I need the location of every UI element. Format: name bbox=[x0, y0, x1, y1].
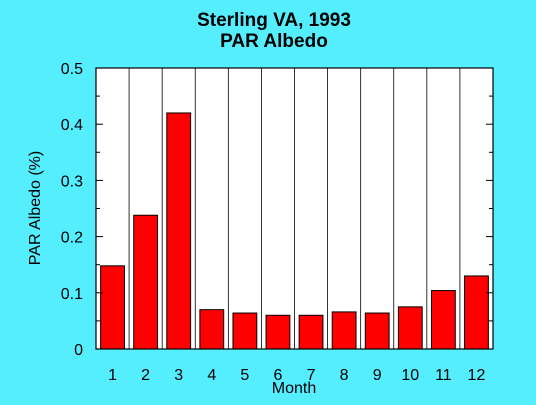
x-axis-label: Month bbox=[272, 380, 316, 397]
bar-month-8 bbox=[331, 311, 357, 350]
x-tick-label: 1 bbox=[108, 367, 117, 384]
bar-month-4 bbox=[199, 309, 225, 350]
x-tick-label: 7 bbox=[307, 367, 316, 384]
bar-month-11 bbox=[430, 290, 456, 350]
bar-month-2 bbox=[133, 214, 159, 350]
y-tick-label: 0.5 bbox=[61, 61, 83, 78]
grid-lines bbox=[128, 68, 461, 349]
chart-title: Sterling VA, 1993 bbox=[197, 10, 351, 31]
x-tick-label: 10 bbox=[401, 367, 419, 384]
bar-month-1 bbox=[100, 265, 125, 350]
y-axis-ticks: 0 0.1 0.2 0.3 0.4 0.5 bbox=[61, 61, 493, 359]
y-axis-label: PAR Albedo (%) bbox=[27, 151, 44, 265]
bar-month-12 bbox=[464, 275, 489, 350]
bar-month-5 bbox=[232, 312, 258, 350]
x-axis-ticks: 1 2 3 4 5 6 7 8 9 10 11 12 bbox=[108, 367, 485, 384]
x-tick-label: 4 bbox=[207, 367, 216, 384]
y-tick-label: 0.4 bbox=[61, 117, 83, 134]
bar-month-6 bbox=[265, 314, 291, 350]
x-tick-label: 8 bbox=[340, 367, 349, 384]
y-tick-label: 0.2 bbox=[61, 230, 83, 247]
bar-month-9 bbox=[364, 312, 390, 350]
x-tick-label: 5 bbox=[240, 367, 249, 384]
x-tick-label: 11 bbox=[435, 367, 452, 384]
bar-month-3 bbox=[166, 112, 192, 350]
x-tick-label: 3 bbox=[174, 367, 183, 384]
x-tick-label: 2 bbox=[141, 367, 150, 384]
y-tick-label: 0.3 bbox=[61, 173, 83, 190]
y-tick-label: 0.1 bbox=[61, 286, 83, 303]
y-tick-label: 0 bbox=[74, 342, 83, 359]
bar-month-7 bbox=[298, 314, 324, 350]
x-tick-label: 12 bbox=[468, 367, 486, 384]
chart-subtitle: PAR Albedo bbox=[220, 31, 328, 52]
bar-month-10 bbox=[397, 306, 423, 350]
x-tick-label: 6 bbox=[274, 367, 283, 384]
x-tick-label: 9 bbox=[373, 367, 382, 384]
